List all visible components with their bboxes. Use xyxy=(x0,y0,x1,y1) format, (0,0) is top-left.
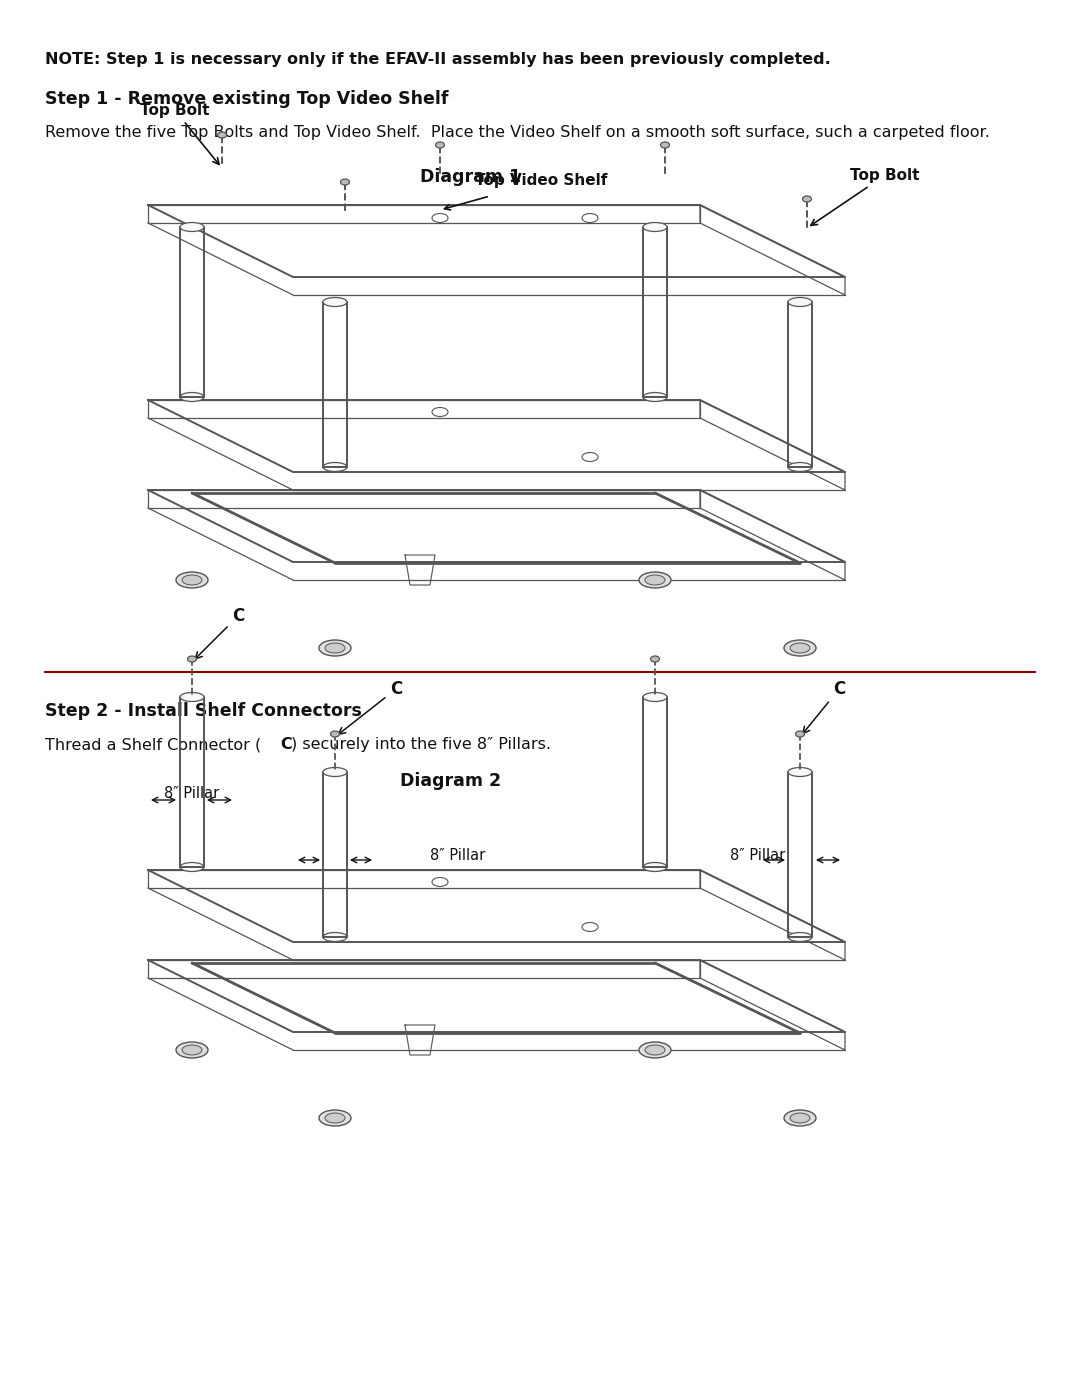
Ellipse shape xyxy=(217,131,227,138)
Ellipse shape xyxy=(432,408,448,416)
Text: Thread a Shelf Connector (: Thread a Shelf Connector ( xyxy=(45,738,261,752)
Ellipse shape xyxy=(323,462,347,472)
Ellipse shape xyxy=(323,298,347,306)
Text: Step 2 - Install Shelf Connectors: Step 2 - Install Shelf Connectors xyxy=(45,703,362,719)
Ellipse shape xyxy=(180,693,204,701)
Ellipse shape xyxy=(176,1042,208,1058)
Text: C: C xyxy=(195,608,244,659)
Ellipse shape xyxy=(180,393,204,401)
Ellipse shape xyxy=(645,1045,665,1055)
Ellipse shape xyxy=(788,462,812,472)
Text: Step 1 - Remove existing Top Video Shelf: Step 1 - Remove existing Top Video Shelf xyxy=(45,89,448,108)
Text: Remove the five Top Bolts and Top Video Shelf.  Place the Video Shelf on a smoot: Remove the five Top Bolts and Top Video … xyxy=(45,124,990,140)
Ellipse shape xyxy=(788,298,812,306)
Ellipse shape xyxy=(323,767,347,777)
Text: C: C xyxy=(338,680,402,735)
Ellipse shape xyxy=(319,1111,351,1126)
Text: Top Video Shelf: Top Video Shelf xyxy=(475,173,607,189)
Ellipse shape xyxy=(643,693,667,701)
Ellipse shape xyxy=(789,643,810,652)
Ellipse shape xyxy=(188,657,197,662)
Text: Top Bolt: Top Bolt xyxy=(811,168,919,225)
Ellipse shape xyxy=(340,179,350,184)
Ellipse shape xyxy=(432,877,448,887)
Ellipse shape xyxy=(639,1042,671,1058)
Ellipse shape xyxy=(643,222,667,232)
Text: C: C xyxy=(802,680,846,733)
Text: 8″ Pillar: 8″ Pillar xyxy=(164,787,219,800)
Ellipse shape xyxy=(582,214,598,222)
Text: 8″ Pillar: 8″ Pillar xyxy=(730,848,785,863)
Ellipse shape xyxy=(639,571,671,588)
Ellipse shape xyxy=(784,1111,816,1126)
Ellipse shape xyxy=(330,731,339,738)
Ellipse shape xyxy=(582,922,598,932)
Text: 8″ Pillar: 8″ Pillar xyxy=(430,848,485,863)
Ellipse shape xyxy=(319,640,351,657)
Ellipse shape xyxy=(643,393,667,401)
Ellipse shape xyxy=(788,933,812,942)
Ellipse shape xyxy=(325,1113,345,1123)
Ellipse shape xyxy=(325,643,345,652)
Text: Diagram 1: Diagram 1 xyxy=(420,168,522,186)
Ellipse shape xyxy=(661,142,670,148)
Ellipse shape xyxy=(802,196,811,203)
Ellipse shape xyxy=(183,1045,202,1055)
Ellipse shape xyxy=(796,731,805,738)
Ellipse shape xyxy=(582,453,598,461)
Text: ) securely into the five 8″ Pillars.: ) securely into the five 8″ Pillars. xyxy=(291,738,551,752)
Ellipse shape xyxy=(180,862,204,872)
Text: NOTE: Step 1 is necessary only if the EFAV-II assembly has been previously compl: NOTE: Step 1 is necessary only if the EF… xyxy=(45,52,831,67)
Ellipse shape xyxy=(789,1113,810,1123)
Ellipse shape xyxy=(650,657,660,662)
Text: Top Bolt: Top Bolt xyxy=(140,103,219,165)
Ellipse shape xyxy=(788,767,812,777)
Ellipse shape xyxy=(323,933,347,942)
Ellipse shape xyxy=(432,214,448,222)
Ellipse shape xyxy=(180,222,204,232)
Ellipse shape xyxy=(643,862,667,872)
Ellipse shape xyxy=(435,142,445,148)
Ellipse shape xyxy=(784,640,816,657)
Ellipse shape xyxy=(183,576,202,585)
Ellipse shape xyxy=(645,576,665,585)
Text: C: C xyxy=(280,738,292,752)
Ellipse shape xyxy=(176,571,208,588)
Text: Diagram 2: Diagram 2 xyxy=(400,773,501,789)
